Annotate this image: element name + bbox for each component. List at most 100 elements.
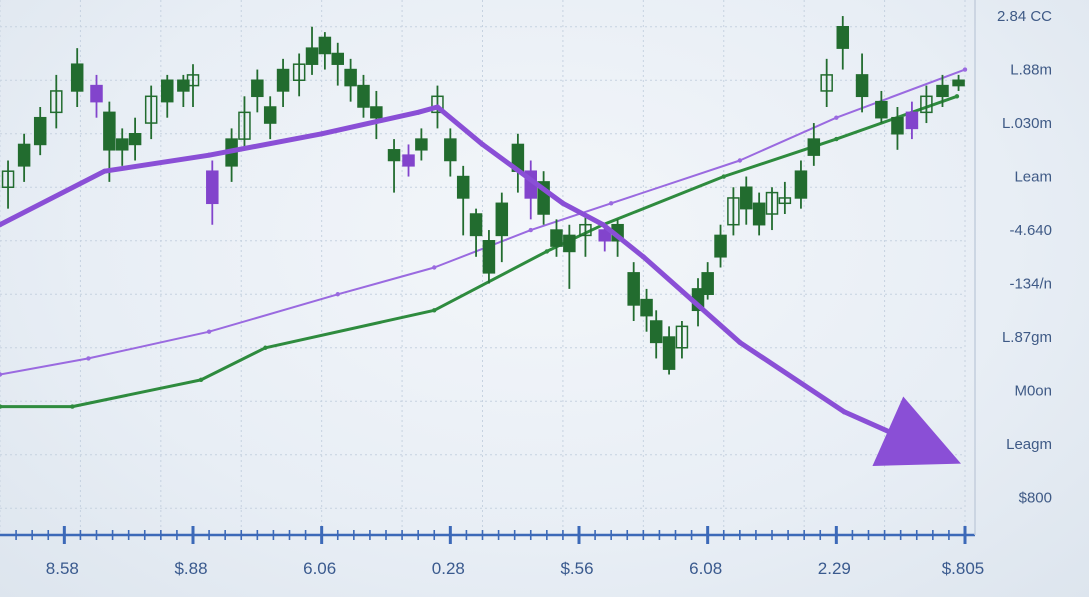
- candle-body: [579, 223, 592, 237]
- candle-body: [90, 84, 103, 103]
- candle: [649, 310, 663, 359]
- trend-point: [0, 222, 3, 228]
- candle: [820, 58, 833, 107]
- x-axis: [0, 0, 976, 544]
- candle: [778, 181, 792, 214]
- candle: [727, 187, 740, 236]
- trend-arrow: [0, 104, 961, 466]
- candle-body: [115, 138, 129, 151]
- candle: [482, 230, 496, 284]
- candle-body: [920, 95, 933, 114]
- series-point: [0, 372, 3, 377]
- trend-point: [415, 109, 421, 115]
- series-point: [70, 404, 75, 409]
- candle-body: [161, 79, 174, 103]
- y-tick-label: M0on: [1014, 383, 1052, 400]
- series-point: [544, 249, 550, 254]
- series-point: [198, 377, 204, 383]
- trend-point: [206, 152, 212, 158]
- candle: [875, 90, 888, 124]
- series-point: [206, 329, 212, 334]
- candle-body: [305, 47, 319, 65]
- candle-body: [251, 79, 264, 98]
- candle-body: [128, 133, 142, 146]
- candle-body: [103, 111, 116, 151]
- x-tick-label: 2.29: [818, 559, 851, 578]
- candle: [563, 224, 576, 289]
- candle: [206, 160, 219, 225]
- series-point: [432, 308, 437, 313]
- series-point: [834, 115, 839, 120]
- candle: [936, 74, 949, 107]
- candles: [1, 16, 965, 375]
- y-tick-label: -4.640: [1009, 222, 1052, 239]
- candle: [70, 48, 84, 107]
- candle: [263, 96, 277, 140]
- candle-body: [765, 191, 779, 215]
- candle-body: [331, 52, 344, 65]
- candle-body: [627, 272, 640, 306]
- y-tick-label: L.87gm: [1002, 329, 1052, 346]
- candle: [456, 165, 470, 236]
- candle-body: [444, 138, 457, 162]
- candle: [144, 85, 158, 140]
- candle-body: [482, 240, 496, 274]
- candle-body: [649, 320, 663, 344]
- candle: [444, 128, 457, 177]
- candle: [952, 74, 965, 91]
- candle: [891, 107, 904, 150]
- candle: [640, 288, 653, 332]
- series-point: [721, 174, 726, 179]
- series-line-lower-moving-average: [0, 94, 958, 409]
- series-point: [834, 136, 839, 142]
- candle-body: [675, 325, 689, 349]
- candle: [537, 171, 550, 225]
- candle: [33, 107, 47, 156]
- candle-body: [263, 106, 277, 124]
- trend-point: [737, 339, 743, 345]
- x-tick-label: $.56: [560, 559, 593, 578]
- candle-body: [238, 111, 251, 140]
- candle: [550, 219, 563, 257]
- moving-averages: [0, 67, 968, 409]
- trend-arrowhead: [872, 396, 961, 466]
- candle: [387, 139, 401, 193]
- candle-body: [186, 74, 200, 87]
- candle-body: [807, 138, 821, 156]
- series-line-upper-moving-average: [0, 68, 966, 376]
- series-point: [86, 356, 91, 361]
- candle-body: [276, 68, 290, 92]
- candle: [511, 133, 525, 193]
- candle-body: [778, 197, 792, 205]
- y-tick-label: Leam: [1014, 169, 1052, 186]
- candle-body: [144, 95, 158, 124]
- candle: [292, 53, 306, 97]
- candle-body: [640, 298, 653, 317]
- trend-point: [480, 141, 485, 147]
- candle: [495, 192, 509, 263]
- candle-body: [17, 143, 31, 167]
- y-tick-label: Leagm: [1006, 436, 1052, 453]
- candle-body: [563, 234, 576, 253]
- candle-body: [431, 95, 444, 114]
- candle-body: [537, 181, 550, 215]
- candle: [905, 101, 919, 140]
- x-tick-label: 0.28: [432, 559, 465, 578]
- series-point: [737, 158, 743, 163]
- candle: [701, 262, 714, 300]
- candle-body: [70, 63, 84, 92]
- candle-body: [402, 154, 415, 167]
- candle-body: [701, 272, 714, 296]
- trend-point: [319, 131, 325, 137]
- candle-body: [292, 63, 306, 81]
- x-tick-label: 6.06: [303, 559, 336, 578]
- x-tick-label: 6.08: [689, 559, 722, 578]
- candle: [17, 133, 31, 182]
- grid: [0, 0, 966, 535]
- candle: [765, 187, 779, 231]
- candle-body: [855, 74, 869, 98]
- candle: [305, 26, 319, 75]
- trend-point: [600, 222, 606, 228]
- series-point: [962, 67, 968, 72]
